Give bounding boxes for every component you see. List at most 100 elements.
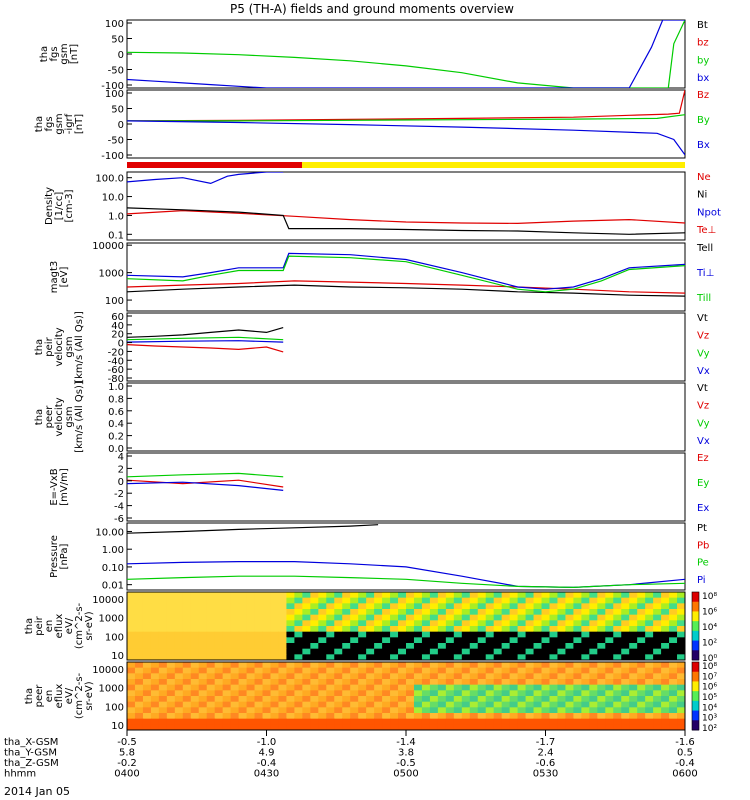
heatmap-cell <box>677 673 686 680</box>
heatmap-cell <box>374 724 383 731</box>
y-tick-label: 10 <box>111 721 124 732</box>
y-axis-label: tha <box>34 409 45 425</box>
heatmap-cell <box>469 626 479 633</box>
heatmap-cell <box>270 609 279 616</box>
heatmap-cell <box>501 626 511 633</box>
heatmap-cell <box>501 637 511 644</box>
heatmap-cell <box>358 662 367 669</box>
heatmap-cell <box>677 648 686 655</box>
heatmap-cell <box>501 713 511 720</box>
y-axis-label: en <box>44 690 55 703</box>
heatmap-cell <box>142 684 152 691</box>
heatmap-cell <box>174 609 184 616</box>
y-tick-label: -100 <box>101 81 124 92</box>
heatmap-cell <box>581 667 590 674</box>
heatmap-cell <box>222 679 232 686</box>
heatmap-cell <box>661 626 670 633</box>
heatmap-cell <box>342 614 351 621</box>
heatmap-cell <box>374 603 383 610</box>
heatmap-cell <box>390 648 399 655</box>
heatmap-cell <box>413 643 423 650</box>
heatmap-cell <box>605 614 614 621</box>
heatmap-cell <box>366 597 375 604</box>
heatmap-cell <box>302 673 311 680</box>
y-tick-label: 40 <box>111 321 124 332</box>
heatmap-cell <box>326 637 335 644</box>
heatmap-cell <box>214 643 224 650</box>
heatmap-cell <box>453 603 463 610</box>
series-Pe <box>127 575 685 589</box>
heatmap-cell <box>326 620 335 627</box>
heatmap-cell <box>326 592 335 599</box>
heatmap-cell <box>310 679 319 686</box>
heatmap-cell <box>254 679 264 686</box>
heatmap-cell <box>597 684 606 691</box>
heatmap-cell <box>270 707 279 714</box>
heatmap-cell <box>127 724 136 731</box>
heatmap-cell <box>477 718 487 725</box>
heatmap-cell <box>190 696 200 703</box>
heatmap-cell <box>581 696 590 703</box>
heatmap-cell <box>557 684 566 691</box>
heatmap-cell <box>421 707 431 714</box>
heatmap-cell <box>406 673 415 680</box>
heatmap-cell <box>390 620 399 627</box>
heatmap-cell <box>453 609 463 616</box>
heatmap-cell <box>677 620 686 627</box>
heatmap-cell <box>661 643 670 650</box>
y-tick-label: 0 <box>118 50 124 61</box>
heatmap-cell <box>605 654 614 661</box>
heatmap-cell <box>158 654 168 661</box>
heatmap-cell <box>645 626 654 633</box>
heatmap-cell <box>469 637 479 644</box>
heatmap-cell <box>294 713 303 720</box>
y-tick-label: -40 <box>108 356 124 367</box>
colorbar-tick-label: 10⁶ <box>702 608 717 618</box>
heatmap-cell <box>637 654 646 661</box>
heatmap-cell <box>501 662 511 669</box>
heatmap-cell <box>477 648 487 655</box>
heatmap-cell <box>190 631 200 638</box>
heatmap-cell <box>270 654 279 661</box>
heatmap-cell <box>533 643 543 650</box>
heatmap-cell <box>541 609 550 616</box>
heatmap-cell <box>557 713 566 720</box>
heatmap-cell <box>549 631 558 638</box>
heatmap-cell <box>597 592 606 599</box>
heatmap-cell <box>286 684 295 691</box>
heatmap-cell <box>541 648 550 655</box>
heatmap-cell <box>517 654 527 661</box>
heatmap-cell <box>453 654 463 661</box>
series-Te <box>127 280 685 294</box>
heatmap-cell <box>453 679 463 686</box>
heatmap-cell <box>525 679 535 686</box>
heatmap-cell <box>366 701 375 708</box>
heatmap-cell <box>134 701 144 708</box>
heatmap-cell <box>437 662 447 669</box>
heatmap-cell <box>182 690 192 697</box>
heatmap-cell <box>342 592 351 599</box>
heatmap-cell <box>310 626 319 633</box>
heatmap-cell <box>589 592 598 599</box>
heatmap-cell <box>661 592 670 599</box>
heatmap-cell <box>382 724 391 731</box>
heatmap-cell <box>150 724 160 731</box>
heatmap-cell <box>262 620 271 627</box>
heatmap-cell <box>581 701 590 708</box>
heatmap-cell <box>549 696 558 703</box>
heatmap-cell <box>278 679 287 686</box>
legend-Pt: Pt <box>697 523 707 534</box>
heatmap-cell <box>214 614 224 621</box>
heatmap-cell <box>222 662 232 669</box>
heatmap-cell <box>509 667 519 674</box>
heatmap-cell <box>653 673 662 680</box>
heatmap-cell <box>270 603 279 610</box>
footer-value: 2.4 <box>538 748 554 759</box>
heatmap-cell <box>453 667 463 674</box>
heatmap-cell <box>350 690 359 697</box>
heatmap-cell <box>509 620 519 627</box>
heatmap-cell <box>374 631 383 638</box>
heatmap-cell <box>230 690 240 697</box>
heatmap-cell <box>390 643 399 650</box>
